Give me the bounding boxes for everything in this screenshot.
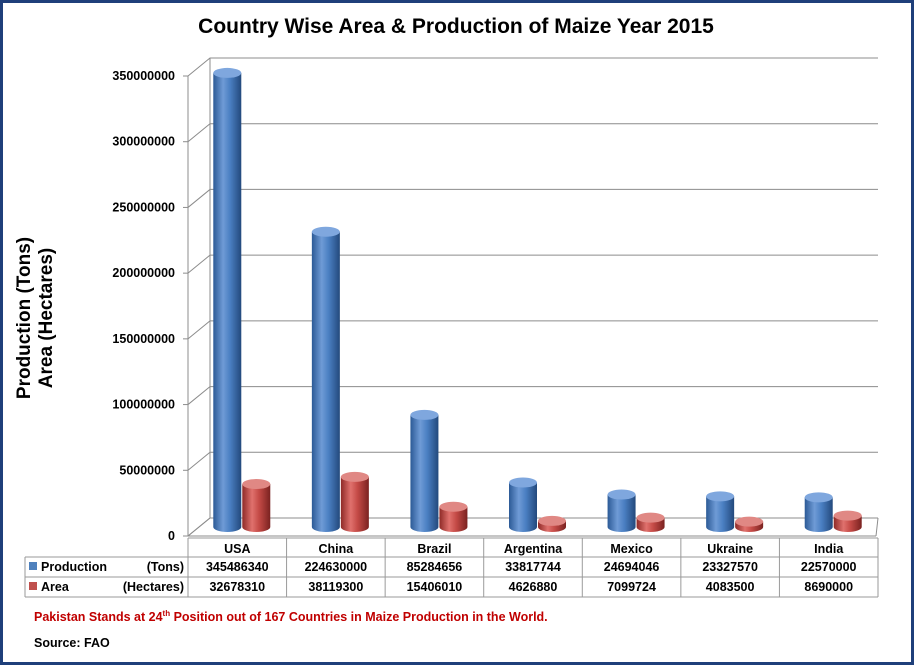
bar-area-mexico bbox=[636, 512, 665, 532]
y-tick-label: 300000000 bbox=[112, 135, 175, 149]
data-label: 4083500 bbox=[706, 580, 755, 594]
gridline bbox=[187, 320, 878, 340]
data-label: 224630000 bbox=[305, 560, 368, 574]
data-label: 32678310 bbox=[209, 580, 265, 594]
bar-production-india bbox=[804, 492, 833, 532]
data-label: 23327570 bbox=[702, 560, 758, 574]
bar-production-ukraine bbox=[706, 491, 735, 532]
x-tick-label: USA bbox=[224, 542, 250, 556]
x-tick-label: India bbox=[814, 542, 844, 556]
data-label: 33817744 bbox=[505, 560, 561, 574]
data-label: 4626880 bbox=[509, 580, 558, 594]
gridline bbox=[187, 188, 878, 208]
data-label: 7099724 bbox=[607, 580, 656, 594]
gridline bbox=[187, 451, 878, 471]
floor-right-edge bbox=[875, 517, 879, 537]
footnote: Pakistan Stands at 24th Position out of … bbox=[34, 609, 548, 624]
gridline bbox=[187, 386, 878, 405]
bar-production-brazil bbox=[410, 409, 439, 532]
source-note: Source: FAO bbox=[34, 636, 110, 650]
data-table: USA China Brazil Argentina Mexico Ukraine Indi… bbox=[24, 537, 879, 598]
y-tick-label: 350000000 bbox=[112, 69, 175, 83]
gridline bbox=[187, 254, 878, 274]
data-label: 38119300 bbox=[308, 580, 363, 594]
data-label: 22570000 bbox=[801, 560, 857, 574]
legend-unit-production: (Tons) bbox=[147, 560, 184, 574]
footnote-sup: th bbox=[162, 609, 171, 618]
data-label: 24694046 bbox=[604, 560, 660, 574]
x-tick-label: Brazil bbox=[417, 542, 451, 556]
data-label: 15406010 bbox=[407, 580, 463, 594]
bar-production-usa bbox=[213, 67, 242, 532]
y-tick-labels: 0 50000000 100000000 150000000 200000000 2500… bbox=[112, 69, 175, 543]
legend-label-production: Production bbox=[41, 560, 107, 574]
footnote-pre: Pakistan Stands at 24 bbox=[34, 610, 163, 625]
bar-production-china bbox=[311, 226, 340, 532]
data-label: 85284656 bbox=[407, 560, 463, 574]
grid-lines bbox=[183, 57, 879, 537]
bar-area-ukraine bbox=[735, 516, 764, 532]
y-tick-label: 0 bbox=[168, 529, 175, 543]
bars bbox=[213, 67, 862, 532]
bar-area-china bbox=[340, 471, 369, 532]
bar-area-india bbox=[833, 510, 862, 532]
y-tick-label: 150000000 bbox=[112, 332, 175, 346]
y-axis-label: Production (Tons) Area (Hectares) bbox=[14, 237, 57, 399]
gridline bbox=[187, 123, 878, 143]
legend-label-area: Area bbox=[41, 580, 70, 594]
gridline bbox=[187, 57, 878, 77]
x-tick-label: Ukraine bbox=[707, 542, 753, 556]
y-tick-label: 100000000 bbox=[112, 398, 175, 412]
y-axis-label-line1: Production (Tons) bbox=[14, 237, 35, 399]
x-tick-label: Mexico bbox=[610, 542, 653, 556]
chart-title: Country Wise Area & Production of Maize … bbox=[198, 15, 714, 38]
y-tick-label: 200000000 bbox=[112, 266, 175, 280]
footnote-post: Position out of 167 Countries in Maize P… bbox=[170, 610, 548, 625]
y-tick-label: 250000000 bbox=[112, 200, 175, 214]
legend-unit-area: (Hectares) bbox=[123, 580, 184, 594]
y-axis-label-line2: Area (Hectares) bbox=[36, 248, 57, 388]
data-label: 345486340 bbox=[206, 560, 269, 574]
x-tick-label: China bbox=[318, 542, 354, 556]
bar-area-usa bbox=[242, 479, 271, 532]
bar-production-mexico bbox=[607, 489, 636, 532]
legend-swatch-production bbox=[29, 562, 37, 570]
y-tick-label: 50000000 bbox=[119, 463, 175, 477]
bar-area-brazil bbox=[439, 501, 468, 532]
x-tick-label: Argentina bbox=[504, 542, 563, 556]
data-label: 8690000 bbox=[804, 580, 853, 594]
bar-production-argentina bbox=[509, 477, 537, 532]
legend-swatch-area bbox=[29, 582, 37, 590]
bar-area-argentina bbox=[538, 515, 566, 532]
